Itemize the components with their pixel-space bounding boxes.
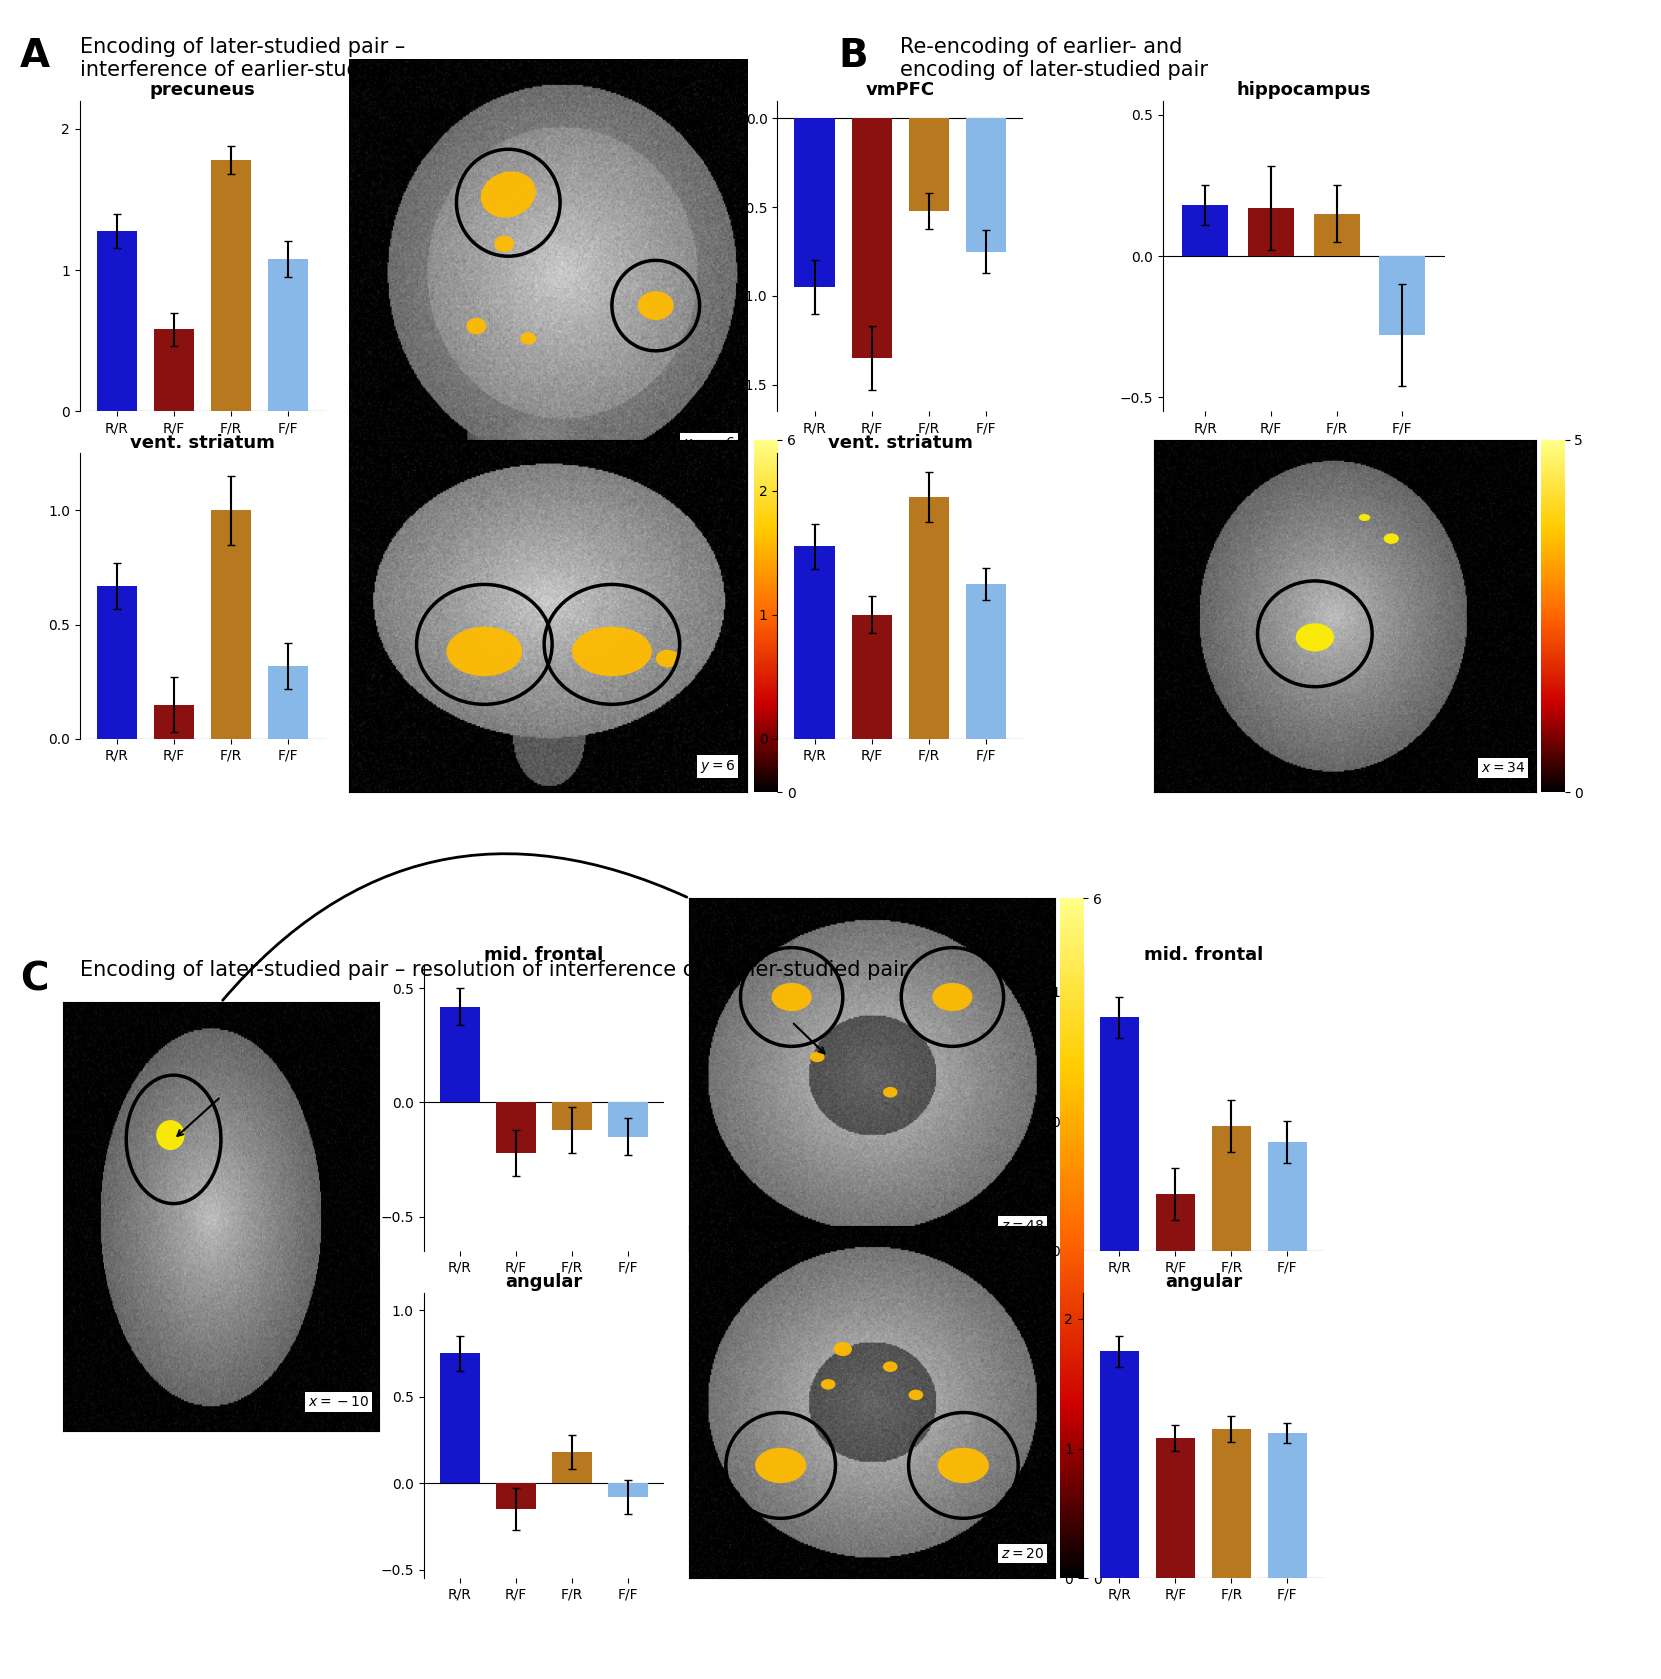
Title: mid. frontal: mid. frontal xyxy=(485,945,603,964)
Bar xyxy=(1267,1142,1307,1251)
Ellipse shape xyxy=(467,317,487,334)
Title: angular: angular xyxy=(505,1273,583,1291)
Bar xyxy=(269,665,309,739)
Ellipse shape xyxy=(932,982,973,1011)
Bar xyxy=(852,119,892,358)
Ellipse shape xyxy=(495,235,515,252)
Bar xyxy=(1156,1439,1194,1578)
Bar xyxy=(909,119,948,212)
Bar xyxy=(96,586,136,739)
Bar xyxy=(211,510,251,739)
Bar xyxy=(1213,1429,1251,1578)
Bar xyxy=(1100,1017,1139,1251)
Ellipse shape xyxy=(480,171,537,218)
Bar xyxy=(909,497,948,739)
Bar xyxy=(553,1103,591,1130)
Text: B: B xyxy=(839,37,869,76)
Text: A: A xyxy=(20,37,50,76)
Title: hippocampus: hippocampus xyxy=(1237,81,1370,99)
Title: vent. striatum: vent. striatum xyxy=(827,433,973,452)
Title: mid. frontal: mid. frontal xyxy=(1144,945,1262,964)
Text: Encoding of later-studied pair –
interference of earlier-studied pair: Encoding of later-studied pair – interfe… xyxy=(80,37,439,81)
Ellipse shape xyxy=(447,626,522,677)
Bar xyxy=(497,1103,535,1153)
Ellipse shape xyxy=(884,1086,897,1098)
Ellipse shape xyxy=(1359,514,1370,520)
Ellipse shape xyxy=(938,1447,988,1483)
Ellipse shape xyxy=(1296,623,1334,651)
Bar xyxy=(608,1483,648,1498)
Bar xyxy=(553,1452,591,1483)
Bar xyxy=(154,705,194,739)
Title: angular: angular xyxy=(1164,1273,1242,1291)
Bar xyxy=(440,1353,480,1483)
Ellipse shape xyxy=(909,1390,924,1400)
Ellipse shape xyxy=(1384,534,1399,544)
Text: C: C xyxy=(20,960,48,999)
Title: vent. striatum: vent. striatum xyxy=(130,433,276,452)
Text: $z = 20$: $z = 20$ xyxy=(1002,1546,1043,1561)
Bar xyxy=(96,230,136,411)
Text: $x = 34$: $x = 34$ xyxy=(1480,761,1525,774)
Bar xyxy=(440,1006,480,1103)
Bar xyxy=(608,1103,648,1137)
Bar xyxy=(794,119,834,287)
Bar xyxy=(967,584,1007,739)
Bar xyxy=(1247,208,1294,255)
Ellipse shape xyxy=(156,1120,184,1150)
Ellipse shape xyxy=(884,1362,897,1372)
Bar xyxy=(211,160,251,411)
Title: precuneus: precuneus xyxy=(149,81,256,99)
Ellipse shape xyxy=(756,1447,806,1483)
Bar xyxy=(967,119,1007,252)
Bar xyxy=(1100,1352,1139,1578)
Bar xyxy=(852,615,892,739)
Ellipse shape xyxy=(656,650,679,667)
Ellipse shape xyxy=(638,290,674,321)
Bar xyxy=(1156,1194,1194,1251)
Bar xyxy=(1314,213,1360,255)
Bar xyxy=(154,329,194,411)
Ellipse shape xyxy=(834,1342,852,1357)
Text: Encoding of later-studied pair – resolution of interference of earlier-studied p: Encoding of later-studied pair – resolut… xyxy=(80,960,907,981)
Title: vmPFC: vmPFC xyxy=(865,81,935,99)
Bar xyxy=(497,1483,535,1509)
Text: $x = -6$: $x = -6$ xyxy=(683,435,736,450)
Bar xyxy=(794,546,834,739)
Bar xyxy=(1379,255,1425,336)
Bar xyxy=(1213,1127,1251,1251)
Ellipse shape xyxy=(771,982,812,1011)
Bar xyxy=(269,259,309,411)
Text: $z = 48$: $z = 48$ xyxy=(1000,1219,1043,1232)
Bar xyxy=(1267,1432,1307,1578)
Text: $y = 6$: $y = 6$ xyxy=(699,757,736,774)
Text: $x = -10$: $x = -10$ xyxy=(307,1395,369,1409)
Ellipse shape xyxy=(520,332,537,344)
Text: Re-encoding of earlier- and
encoding of later-studied pair: Re-encoding of earlier- and encoding of … xyxy=(900,37,1208,81)
Ellipse shape xyxy=(811,1051,824,1063)
Ellipse shape xyxy=(821,1378,835,1390)
Bar xyxy=(1183,205,1229,255)
Ellipse shape xyxy=(571,626,651,677)
